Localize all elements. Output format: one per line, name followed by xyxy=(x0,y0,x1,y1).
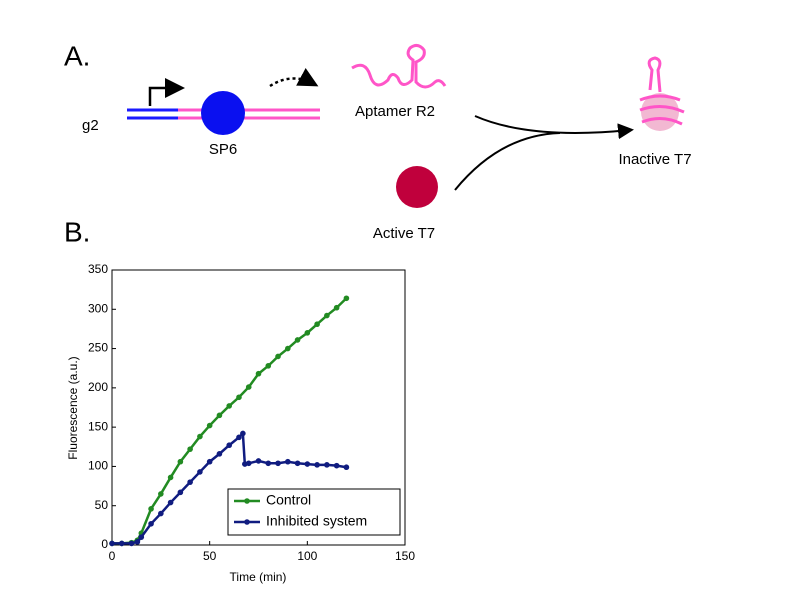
data-point xyxy=(236,434,242,441)
panel-label: A. xyxy=(64,40,90,71)
data-point xyxy=(245,384,252,390)
legend-box xyxy=(227,488,401,536)
data-point xyxy=(206,422,213,429)
data-point xyxy=(187,446,193,452)
data-point xyxy=(343,464,350,471)
x-tick-label: 0 xyxy=(109,549,116,563)
y-tick-label: 100 xyxy=(88,459,108,473)
y-tick-label: 300 xyxy=(88,301,108,315)
data-point xyxy=(324,462,330,468)
enzyme-label: Active T7 xyxy=(373,225,435,242)
data-point xyxy=(206,458,213,465)
data-point xyxy=(285,458,291,465)
x-axis-label: Time (min) xyxy=(230,570,287,584)
data-point xyxy=(294,460,301,467)
data-point xyxy=(245,460,252,467)
data-point xyxy=(109,540,115,547)
data-point xyxy=(128,540,135,547)
data-point xyxy=(275,353,281,360)
legend-marker xyxy=(244,519,250,525)
data-point xyxy=(216,451,223,457)
data-point xyxy=(197,469,203,475)
data-point xyxy=(265,363,272,369)
data-point xyxy=(177,458,184,465)
complex-label: Inactive T7 xyxy=(618,151,691,168)
data-point xyxy=(314,462,320,468)
data-point xyxy=(275,460,281,467)
data-point xyxy=(187,479,193,485)
data-point xyxy=(158,510,164,517)
data-point xyxy=(240,430,246,437)
legend-label: Inhibited system xyxy=(266,513,367,529)
panel-label: B. xyxy=(64,216,90,247)
data-point xyxy=(304,330,311,336)
gene-label: g2 xyxy=(82,117,99,134)
complex-aptamer xyxy=(639,56,685,126)
y-axis-label: Fluorescence (a.u.) xyxy=(66,356,80,459)
data-point xyxy=(265,460,272,467)
promoter-label: SP6 xyxy=(209,141,237,158)
data-point xyxy=(226,403,232,409)
data-point xyxy=(197,433,203,440)
x-tick-label: 50 xyxy=(203,549,217,563)
series-line xyxy=(112,430,347,545)
y-tick-label: 50 xyxy=(95,498,109,512)
data-point xyxy=(255,458,262,464)
data-point xyxy=(226,442,232,449)
data-point xyxy=(148,506,154,512)
transcription-arrow xyxy=(269,68,319,88)
legend-marker xyxy=(244,498,250,504)
data-point xyxy=(118,540,125,547)
t7-enzyme xyxy=(396,166,438,208)
data-point xyxy=(236,394,242,401)
y-tick-label: 350 xyxy=(88,262,108,276)
data-point xyxy=(138,534,145,540)
data-point xyxy=(333,304,340,311)
data-point xyxy=(158,491,164,497)
promoter-arrow xyxy=(148,78,185,106)
x-tick-label: 150 xyxy=(395,549,415,563)
data-point xyxy=(324,312,330,319)
data-point xyxy=(304,461,311,467)
data-point xyxy=(167,499,174,506)
data-point xyxy=(285,345,291,352)
data-point xyxy=(148,520,154,527)
data-point xyxy=(255,370,262,377)
plot-frame xyxy=(111,269,406,546)
polymerase xyxy=(201,91,245,135)
legend-label: Control xyxy=(266,492,311,508)
y-tick-label: 250 xyxy=(88,341,108,355)
x-tick-label: 100 xyxy=(297,549,317,563)
data-point xyxy=(314,321,320,328)
data-point xyxy=(167,474,174,481)
complex-icon xyxy=(641,93,679,131)
y-tick-label: 0 xyxy=(101,537,108,551)
data-point xyxy=(294,337,301,343)
data-point xyxy=(134,539,141,545)
data-point xyxy=(343,295,350,302)
y-tick-label: 200 xyxy=(88,380,108,394)
data-point xyxy=(216,412,223,419)
binding-arrow xyxy=(454,132,561,191)
y-tick-label: 150 xyxy=(88,419,108,433)
binding-arrow xyxy=(474,115,634,140)
data-point xyxy=(177,489,184,496)
aptamer-icon xyxy=(351,43,447,89)
data-point xyxy=(333,462,340,469)
product-label: Aptamer R2 xyxy=(355,103,435,120)
